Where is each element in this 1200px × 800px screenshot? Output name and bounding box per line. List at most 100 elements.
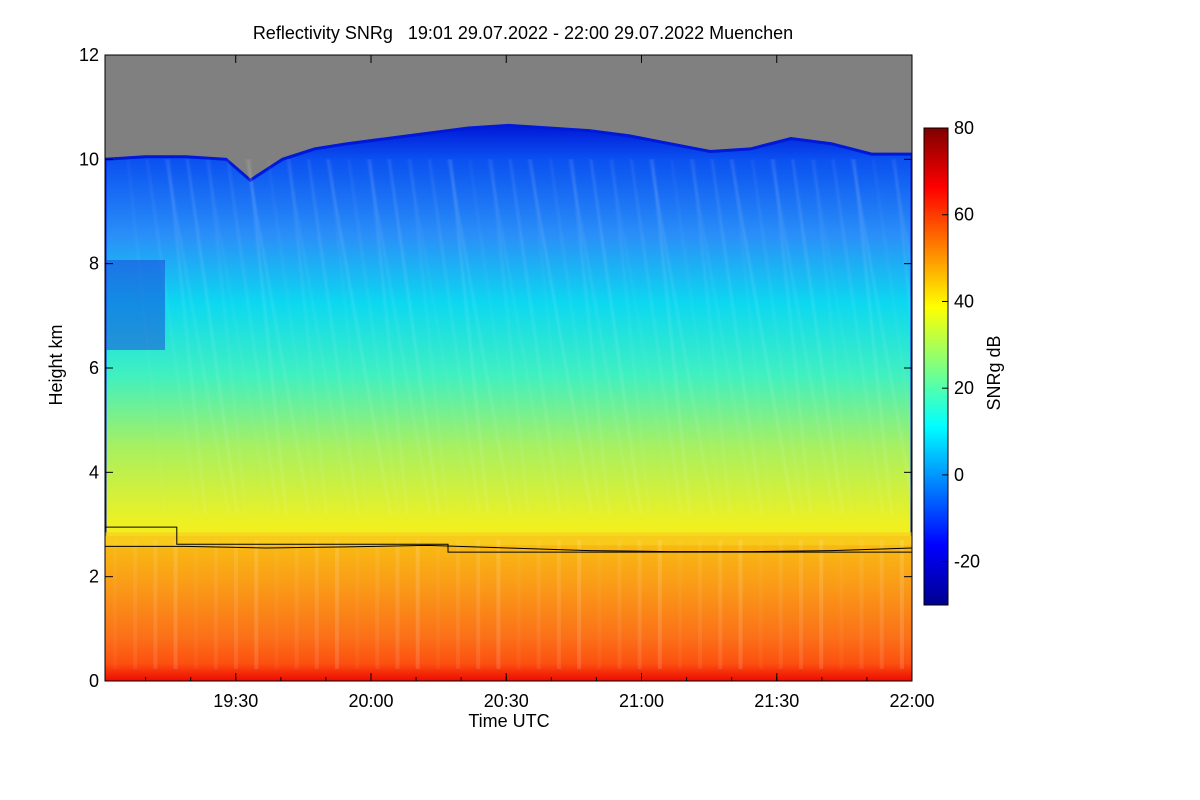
- rain-streak: [435, 540, 440, 669]
- rain-streak: [778, 540, 783, 669]
- freezing-level-line: [105, 526, 912, 553]
- fall-streak: [205, 159, 249, 515]
- rain-streak: [879, 540, 884, 669]
- rain-streak: [577, 540, 582, 669]
- colorbar: [923, 127, 949, 606]
- rain-streak: [859, 540, 864, 669]
- rain-streak: [153, 540, 158, 669]
- fall-streak: [730, 159, 774, 515]
- rain-streak: [113, 540, 118, 669]
- colorbar-tick-label: 80: [954, 118, 974, 138]
- fall-streak: [407, 159, 451, 515]
- fall-streak: [165, 159, 209, 515]
- y-tick-label: 2: [89, 567, 99, 587]
- fall-streak: [547, 159, 604, 515]
- y-axis: 0 2 4 6 8 10 12: [79, 45, 912, 691]
- y-tick-label: 10: [79, 149, 99, 169]
- fall-streak: [144, 159, 200, 515]
- rain-streak: [375, 540, 380, 669]
- fall-streak: [770, 159, 814, 515]
- fall-streak: [649, 159, 693, 515]
- rain-streak: [536, 540, 541, 669]
- x-tick-label: 20:30: [484, 691, 529, 711]
- fall-streak: [224, 159, 281, 515]
- x-tick-label: 21:00: [619, 691, 664, 711]
- fall-streak: [246, 159, 290, 515]
- colorbar-tick-label: 60: [954, 205, 974, 225]
- rain-streak: [355, 540, 360, 669]
- fall-streak: [466, 159, 523, 515]
- fall-streak: [891, 159, 912, 515]
- colorbar-axis: -20 0 20 40 60 80: [942, 118, 980, 572]
- fall-streak: [326, 159, 371, 515]
- fall-streak: [689, 159, 734, 515]
- fall-streak: [426, 159, 483, 515]
- fall-streak: [708, 159, 765, 515]
- fall-streak: [870, 159, 912, 515]
- colorbar-tick-label: 0: [954, 465, 964, 485]
- colorbar-tick-label: -20: [954, 552, 980, 572]
- fall-streak: [507, 159, 564, 515]
- fall-streak: [568, 159, 613, 515]
- fall-streak: [609, 159, 653, 515]
- rain-streak: [637, 540, 642, 669]
- y-tick-label: 12: [79, 45, 99, 65]
- rain-streak: [678, 540, 682, 669]
- fall-streak: [851, 159, 895, 515]
- rain-streak: [133, 540, 138, 669]
- fall-streaks: [113, 159, 912, 669]
- rain-streak: [516, 540, 521, 669]
- rain-streak: [819, 540, 824, 669]
- x-axis: 19:30 20:00 20:30 21:00 21:30 22:00: [145, 55, 935, 711]
- fall-streak: [367, 159, 411, 515]
- rain-streak: [415, 540, 420, 669]
- fall-streak: [528, 159, 572, 515]
- rain-streak: [173, 540, 178, 669]
- rain-streak: [617, 540, 622, 669]
- rain-reflectivity-band: [105, 535, 912, 681]
- fall-streak: [286, 159, 330, 515]
- fall-streak: [265, 159, 321, 515]
- colorbar-tick-label: 40: [954, 291, 974, 311]
- rain-streak: [213, 540, 218, 669]
- rain-streak: [839, 540, 844, 669]
- colorbar-tick-label: 20: [954, 378, 974, 398]
- fall-streak: [447, 159, 492, 515]
- rain-streak: [496, 540, 501, 669]
- colorbar-label: SNRg dB: [984, 335, 1004, 410]
- fall-streak: [810, 159, 855, 515]
- rain-streak: [758, 540, 763, 669]
- rain-streak: [718, 540, 723, 669]
- melting-layer-line: [105, 544, 912, 553]
- fall-streak: [184, 159, 241, 515]
- fall-streak: [668, 159, 725, 515]
- fall-streak: [587, 159, 644, 515]
- plot-area: [105, 55, 912, 681]
- rain-streak: [193, 540, 198, 669]
- chart-title: Reflectivity SNRg 19:01 29.07.2022 - 22:…: [253, 23, 793, 43]
- fall-streak: [488, 159, 532, 515]
- rain-streak: [899, 540, 904, 669]
- fall-streak: [829, 159, 886, 515]
- fall-streak: [345, 159, 402, 515]
- rain-streak: [738, 540, 743, 669]
- rain-streak: [395, 540, 400, 669]
- fall-streak: [628, 159, 685, 515]
- rain-streak: [556, 540, 561, 669]
- x-axis-label: Time UTC: [468, 711, 549, 731]
- y-tick-label: 8: [89, 254, 99, 274]
- fall-streak: [749, 159, 806, 515]
- bright-band: [105, 532, 912, 546]
- rain-streak: [476, 540, 481, 669]
- rain-streak: [657, 540, 662, 669]
- x-tick-label: 21:30: [754, 691, 799, 711]
- fall-streak: [386, 159, 443, 515]
- rain-streak: [294, 540, 299, 669]
- x-tick-label: 19:30: [213, 691, 258, 711]
- left-dark-patch: [105, 260, 165, 350]
- rain-streak: [335, 540, 339, 669]
- y-tick-label: 4: [89, 462, 99, 482]
- y-axis-label: Height km: [46, 324, 66, 405]
- rain-streak: [456, 540, 460, 669]
